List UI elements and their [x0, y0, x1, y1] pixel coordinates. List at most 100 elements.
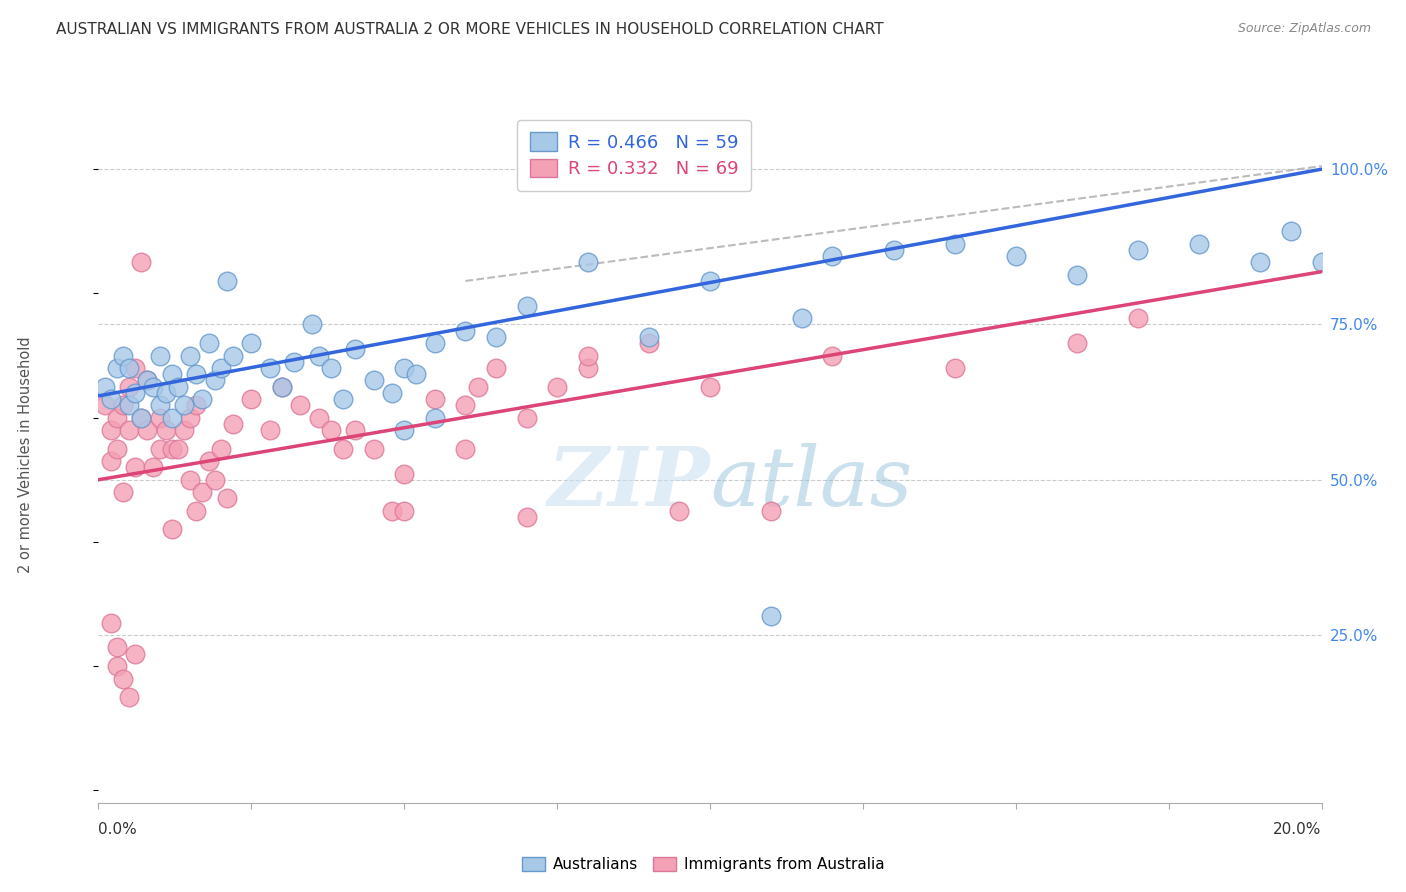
Point [308, 349, 330, 363]
Point [467, 379, 489, 393]
Legend: Australians, Immigrants from Australia: Australians, Immigrants from Australia [515, 849, 891, 880]
Point [668, 504, 690, 518]
Point [118, 423, 141, 437]
Point [186, 504, 208, 518]
Point [111, 485, 134, 500]
Point [111, 672, 134, 686]
Point [240, 392, 263, 406]
Text: ZIP: ZIP [547, 442, 710, 523]
Point [215, 274, 238, 288]
Point [363, 442, 385, 456]
Point [516, 510, 538, 524]
Point [100, 392, 122, 406]
Point [821, 349, 844, 363]
Point [1249, 255, 1271, 269]
Point [100, 423, 122, 437]
Point [191, 485, 214, 500]
Point [259, 361, 281, 376]
Point [124, 361, 146, 376]
Point [576, 255, 599, 269]
Point [136, 373, 159, 387]
Point [516, 299, 538, 313]
Point [105, 640, 128, 655]
Text: 2 or more Vehicles in Household: 2 or more Vehicles in Household [18, 336, 32, 574]
Point [301, 318, 323, 332]
Point [160, 523, 183, 537]
Text: atlas: atlas [710, 442, 912, 523]
Point [167, 379, 190, 393]
Point [142, 460, 165, 475]
Point [105, 659, 128, 673]
Point [197, 336, 219, 351]
Point [290, 398, 312, 412]
Text: AUSTRALIAN VS IMMIGRANTS FROM AUSTRALIA 2 OR MORE VEHICLES IN HOUSEHOLD CORRELAT: AUSTRALIAN VS IMMIGRANTS FROM AUSTRALIA … [56, 22, 884, 37]
Point [155, 385, 177, 400]
Point [118, 379, 141, 393]
Point [136, 373, 159, 387]
Point [136, 423, 159, 437]
Text: Source: ZipAtlas.com: Source: ZipAtlas.com [1237, 22, 1371, 36]
Point [790, 311, 813, 326]
Point [576, 361, 599, 376]
Point [405, 367, 427, 381]
Point [637, 330, 661, 344]
Point [105, 410, 128, 425]
Point [179, 349, 201, 363]
Point [111, 398, 134, 412]
Point [259, 423, 281, 437]
Point [381, 385, 404, 400]
Point [270, 379, 292, 393]
Point [100, 454, 122, 468]
Point [160, 367, 183, 381]
Text: 20.0%: 20.0% [1274, 822, 1322, 837]
Point [344, 423, 367, 437]
Point [883, 243, 905, 257]
Point [93, 379, 115, 393]
Point [283, 355, 305, 369]
Point [423, 410, 446, 425]
Point [1066, 268, 1088, 282]
Point [1279, 224, 1302, 238]
Point [759, 609, 782, 624]
Point [344, 343, 367, 357]
Point [191, 392, 214, 406]
Point [149, 349, 172, 363]
Point [209, 442, 232, 456]
Point [93, 398, 115, 412]
Point [197, 454, 219, 468]
Point [149, 398, 172, 412]
Point [129, 410, 152, 425]
Point [1128, 311, 1150, 326]
Point [1188, 236, 1211, 251]
Legend: R = 0.466   N = 59, R = 0.332   N = 69: R = 0.466 N = 59, R = 0.332 N = 69 [517, 120, 751, 191]
Point [124, 647, 146, 661]
Point [637, 336, 661, 351]
Point [546, 379, 568, 393]
Point [209, 361, 232, 376]
Point [821, 249, 844, 263]
Point [149, 410, 172, 425]
Point [363, 373, 385, 387]
Point [485, 361, 508, 376]
Point [118, 690, 141, 705]
Point [129, 255, 152, 269]
Point [118, 361, 141, 376]
Point [1066, 336, 1088, 351]
Point [1004, 249, 1026, 263]
Point [167, 442, 190, 456]
Point [160, 442, 183, 456]
Point [699, 274, 721, 288]
Point [308, 410, 330, 425]
Point [105, 442, 128, 456]
Point [173, 423, 195, 437]
Text: 0.0%: 0.0% [98, 822, 138, 837]
Point [759, 504, 782, 518]
Point [204, 373, 226, 387]
Point [943, 236, 966, 251]
Point [1310, 255, 1333, 269]
Point [454, 324, 477, 338]
Point [381, 504, 404, 518]
Point [392, 504, 416, 518]
Point [149, 442, 172, 456]
Point [186, 398, 208, 412]
